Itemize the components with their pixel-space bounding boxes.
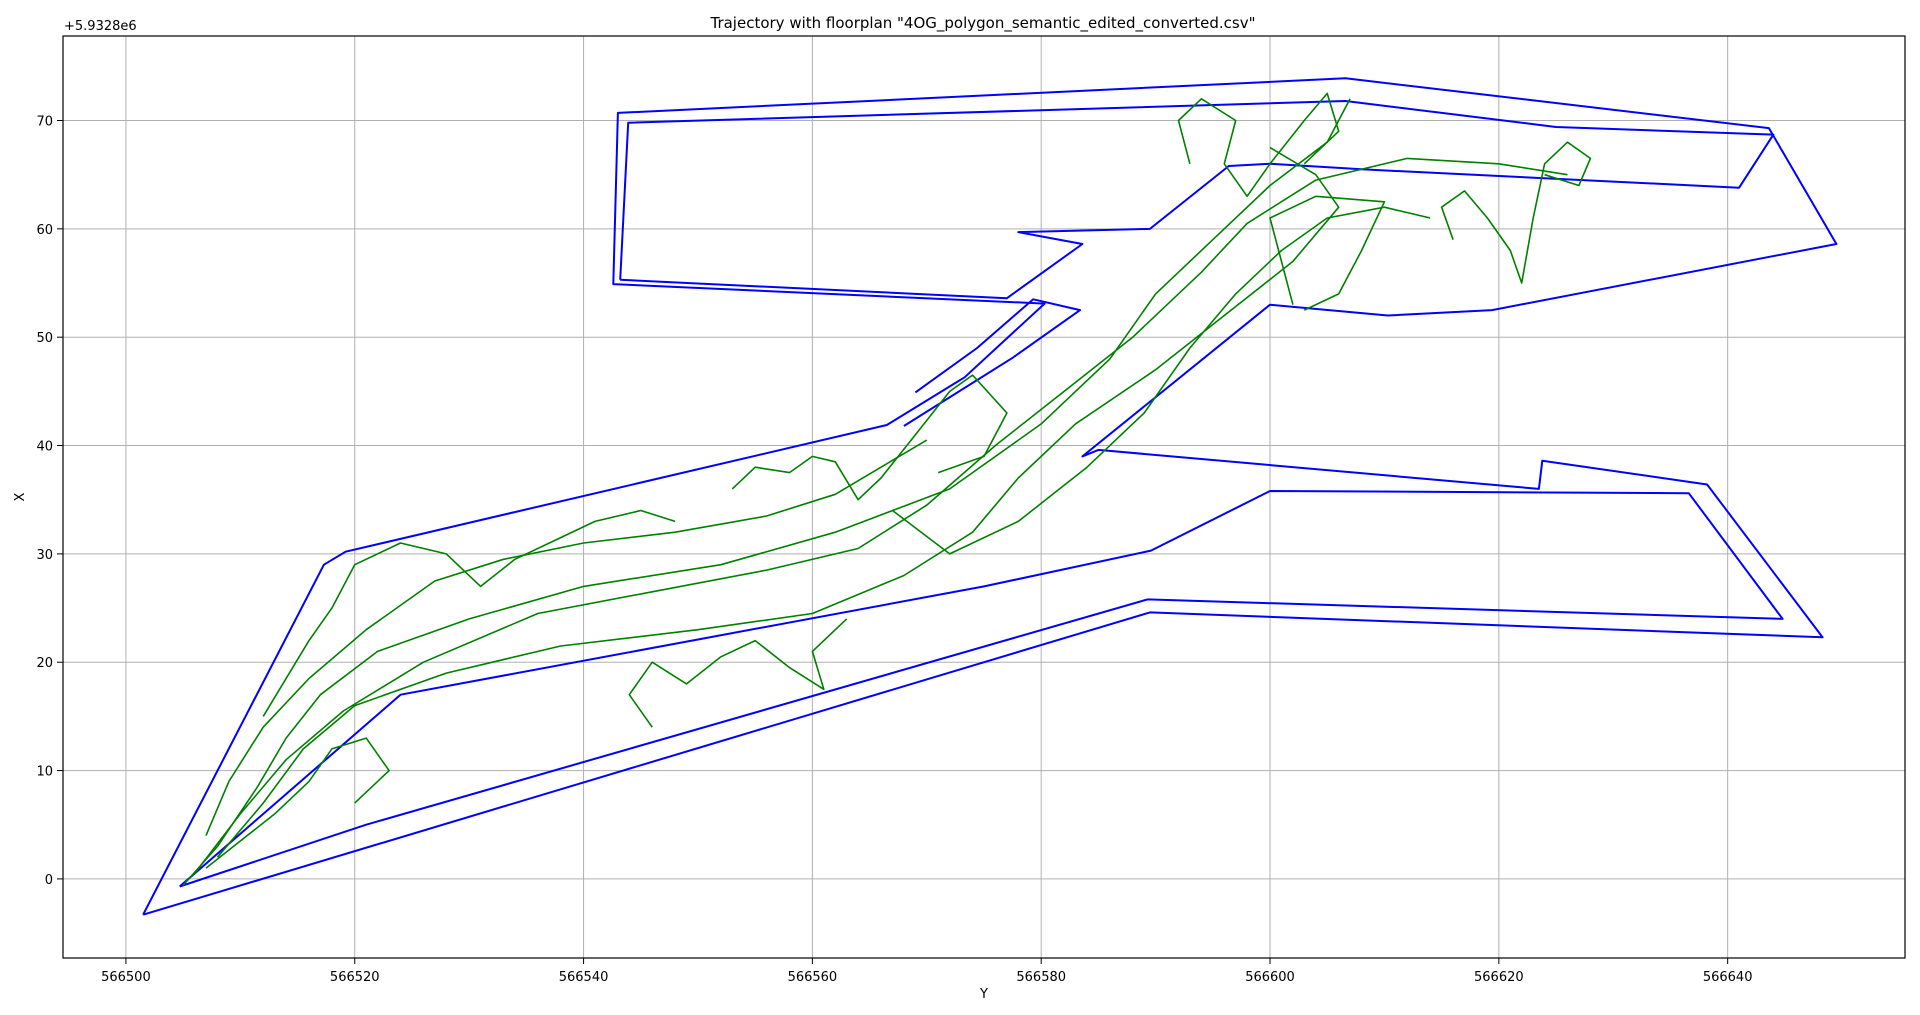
grid-lines	[63, 36, 1905, 958]
x-tick-label: 566580	[1016, 970, 1066, 985]
trajectory-line	[205, 439, 928, 836]
plot-area	[142, 77, 1838, 916]
x-tick-label: 566640	[1703, 970, 1753, 985]
trajectory-line	[892, 206, 1431, 555]
trajectory-line	[1440, 141, 1592, 284]
x-axis-label: Y	[979, 987, 988, 1002]
trajectory-line	[731, 374, 1008, 501]
chart-title: Trajectory with floorplan "4OG_polygon_s…	[709, 14, 1255, 33]
y-tick-label: 50	[36, 331, 53, 346]
floorplan-wall	[903, 298, 1082, 427]
x-tick-label: 566600	[1245, 970, 1295, 985]
y-tick-label: 0	[45, 873, 53, 888]
trajectory-line	[205, 737, 390, 869]
y-tick-label: 30	[36, 548, 53, 563]
x-tick-label: 566620	[1474, 970, 1524, 985]
x-tick-label: 566500	[101, 970, 151, 985]
y-axis-label: X	[13, 492, 28, 501]
x-tick-label: 566560	[788, 970, 838, 985]
trajectory-line	[216, 146, 1340, 858]
trajectory-line	[1177, 92, 1340, 198]
trajectory-line	[1269, 195, 1386, 311]
trajectory-line	[628, 618, 848, 728]
y-tick-label: 40	[36, 440, 53, 455]
x-tick-label: 566520	[330, 970, 380, 985]
floorplan-wall	[142, 77, 1838, 916]
y-axis-offset-label: +5.9328e6	[64, 19, 137, 34]
y-tick-label: 10	[36, 765, 53, 780]
y-tick-label: 60	[36, 223, 53, 238]
floorplan-wall	[179, 490, 1784, 888]
x-axis-ticks: 566500 566520 566540 566560 566580 566600 5666…	[101, 958, 1752, 985]
axes-frame	[62, 35, 1906, 959]
floorplan-wall	[619, 100, 1775, 300]
trajectory-line	[182, 98, 1351, 886]
trajectory-line	[193, 157, 1568, 874]
y-tick-label: 20	[36, 656, 53, 671]
y-tick-label: 70	[36, 115, 53, 130]
y-axis-ticks: 0 10 20 30 40 50 60 70	[36, 115, 63, 888]
x-tick-label: 566540	[559, 970, 609, 985]
trajectory-line	[262, 509, 676, 717]
